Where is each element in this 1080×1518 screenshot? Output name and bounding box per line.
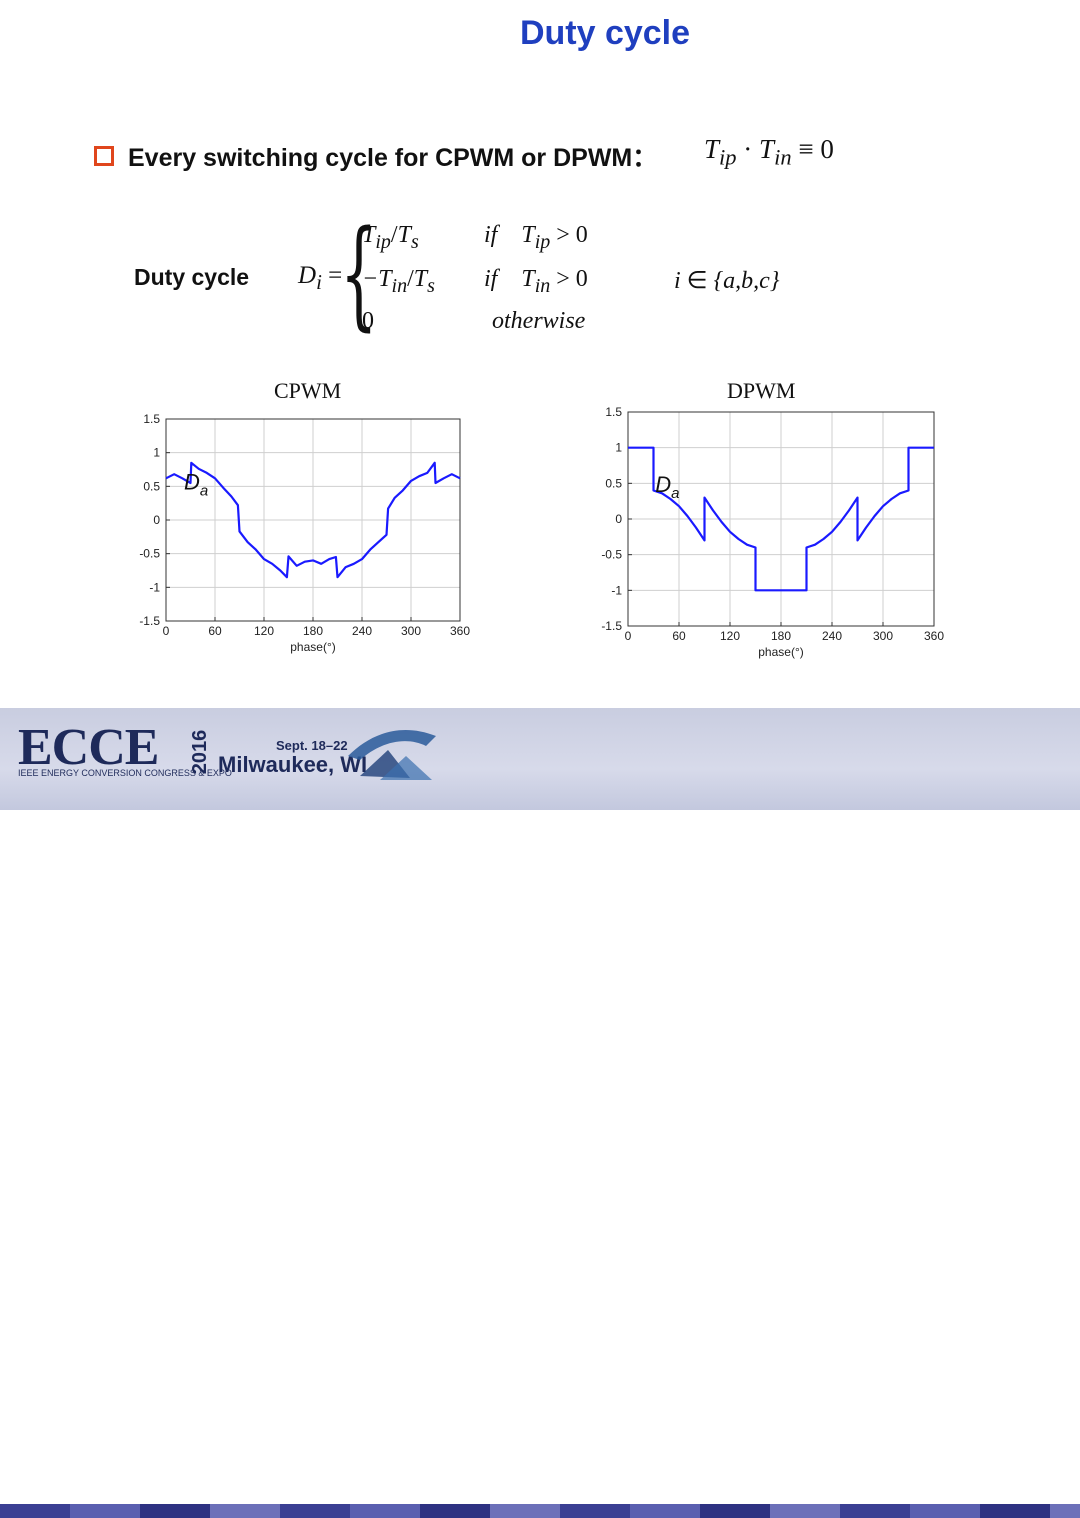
- y-tick-label: 0: [615, 512, 622, 526]
- equation-subscript: i: [316, 270, 322, 294]
- x-axis-label: phase(°): [758, 645, 804, 659]
- x-tick-label: 60: [672, 629, 686, 643]
- dpwm-chart: 0 60 120 180 240 300 360 1.5 1 0.5 0 -0.5 -1 -1.5 phas…: [601, 405, 944, 659]
- footer-banner: [0, 708, 1080, 1518]
- case-operator: /: [390, 222, 398, 248]
- chart-title-cpwm: CPWM: [274, 378, 342, 403]
- case-expression: −Tin/Ts: [362, 266, 435, 298]
- y-tick-label: -1.5: [139, 614, 160, 628]
- series-line: [628, 446, 934, 592]
- case-condition: otherwise: [492, 308, 586, 334]
- y-tick-label: -0.5: [139, 547, 160, 561]
- equation-symbol: D: [298, 262, 317, 289]
- x-tick-label: 60: [208, 624, 222, 638]
- x-tick-label: 120: [720, 629, 740, 643]
- cpwm-chart: 0 60 120 180 240 300 360 1.5 1 0.5 0 -0.5 -1 -1.5 phas…: [139, 412, 470, 654]
- slide: Duty cycle Every switching cycle for CPW…: [0, 14, 1080, 1518]
- series-line: [165, 461, 461, 579]
- case-operator: /: [407, 266, 414, 292]
- case-subscript: in: [534, 274, 551, 297]
- y-tick-label: 0.5: [605, 476, 622, 490]
- formula-operator: ≡ 0: [798, 134, 834, 164]
- series-annotation: Da: [655, 472, 679, 502]
- case-subscript: ip: [375, 230, 391, 253]
- formula-symbol: T: [704, 134, 720, 164]
- domain-set: {a,b,c}: [713, 268, 780, 294]
- case-relation: > 0: [556, 266, 588, 292]
- formula-operator: ·: [743, 134, 753, 164]
- case-term: T: [397, 222, 411, 248]
- x-tick-label: 180: [771, 629, 791, 643]
- case-condition: if Tin > 0: [484, 266, 588, 298]
- case-subscript: in: [391, 274, 408, 297]
- footer-strip: [0, 1504, 1080, 1518]
- x-axis-label: phase(°): [290, 640, 336, 654]
- conference-location: Milwaukee, WI: [218, 752, 368, 777]
- case-subscript: s: [427, 274, 435, 297]
- case-if: if: [484, 222, 498, 248]
- case-term: T: [362, 222, 376, 248]
- cases-brace: {: [340, 204, 378, 342]
- x-tick-label: 360: [450, 624, 470, 638]
- index-domain: i ∈ {a,b,c}: [674, 266, 779, 295]
- case-expression: 0: [362, 308, 374, 334]
- y-tick-label: 0.5: [143, 479, 160, 493]
- chart-title-dpwm: DPWM: [727, 378, 796, 403]
- y-tick-label: 0: [153, 513, 160, 527]
- formula-subscript: in: [774, 144, 792, 170]
- plot-border: [627, 411, 935, 627]
- x-tick-label: 240: [822, 629, 842, 643]
- y-tick-label: -1.5: [601, 619, 622, 633]
- x-tick-label: 240: [352, 624, 372, 638]
- x-tick-label: 180: [303, 624, 323, 638]
- case-term: −T: [362, 266, 392, 292]
- y-tick-label: 1: [615, 441, 622, 455]
- x-tick-label: 120: [254, 624, 274, 638]
- equation-label: Duty cycle: [134, 264, 250, 290]
- bullet-formula: Tip · Tin ≡ 0: [704, 134, 834, 170]
- logo-subtitle: IEEE ENERGY CONVERSION CONGRESS & EXPO: [18, 768, 232, 778]
- x-tick-label: 300: [401, 624, 421, 638]
- domain-operator: ∈: [686, 268, 708, 294]
- y-tick-label: -1: [149, 580, 160, 594]
- x-tick-label: 0: [163, 624, 170, 638]
- x-tick-label: 0: [625, 629, 632, 643]
- slide-title: Duty cycle: [519, 14, 691, 52]
- plot-border: [165, 418, 461, 622]
- case-term: T: [521, 222, 535, 248]
- case-term: T: [521, 266, 535, 292]
- skyline-graphic-icon: [348, 729, 436, 780]
- y-tick-label: 1.5: [143, 412, 160, 426]
- case-subscript: s: [410, 230, 419, 253]
- y-tick-label: -1: [611, 583, 622, 597]
- annotation-subscript: a: [200, 483, 208, 500]
- annotation-subscript: a: [671, 485, 679, 502]
- annotation-symbol: D: [655, 472, 671, 497]
- logo-year: 2016: [189, 730, 211, 775]
- case-expression: Tip/Ts: [362, 222, 419, 254]
- case-term: T: [413, 266, 428, 292]
- x-tick-label: 360: [924, 629, 944, 643]
- equation-operator: =: [328, 262, 343, 289]
- case-relation: > 0: [556, 222, 588, 248]
- formula-symbol: T: [759, 134, 775, 164]
- series-annotation: Da: [184, 470, 208, 500]
- year-text: 2016: [189, 730, 211, 775]
- square-bullet-icon: [94, 146, 114, 166]
- y-tick-label: 1: [153, 446, 160, 460]
- case-if: if: [484, 266, 498, 292]
- ecce-logo: ECCE: [18, 719, 159, 776]
- y-tick-label: 1.5: [605, 405, 622, 419]
- bullet-point: Every switching cycle for CPWM or DPWM：: [94, 136, 657, 176]
- domain-symbol: i: [674, 268, 681, 294]
- bullet-text: Every switching cycle for CPWM or DPWM：: [128, 144, 658, 172]
- y-tick-label: -0.5: [601, 548, 622, 562]
- x-tick-label: 300: [873, 629, 893, 643]
- equation-lhs: Di =: [298, 262, 342, 295]
- conference-dates: Sept. 18–22: [276, 738, 348, 753]
- case-condition: if Tip > 0: [484, 222, 588, 254]
- case-subscript: ip: [534, 230, 551, 253]
- formula-subscript: ip: [719, 144, 737, 170]
- annotation-symbol: D: [184, 470, 200, 495]
